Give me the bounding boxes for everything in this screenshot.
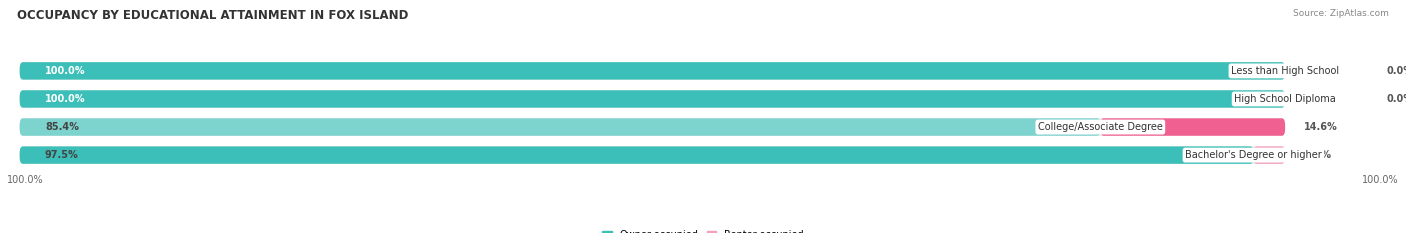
FancyBboxPatch shape — [20, 90, 1285, 108]
FancyBboxPatch shape — [20, 146, 1254, 164]
FancyBboxPatch shape — [20, 62, 1285, 80]
Text: Source: ZipAtlas.com: Source: ZipAtlas.com — [1294, 9, 1389, 18]
Text: 97.5%: 97.5% — [45, 150, 79, 160]
Text: College/Associate Degree: College/Associate Degree — [1038, 122, 1163, 132]
Text: OCCUPANCY BY EDUCATIONAL ATTAINMENT IN FOX ISLAND: OCCUPANCY BY EDUCATIONAL ATTAINMENT IN F… — [17, 9, 408, 22]
Text: 0.0%: 0.0% — [1386, 66, 1406, 76]
FancyBboxPatch shape — [20, 62, 1285, 80]
Text: Bachelor's Degree or higher: Bachelor's Degree or higher — [1185, 150, 1322, 160]
Text: 100.0%: 100.0% — [1362, 175, 1399, 185]
FancyBboxPatch shape — [20, 90, 1285, 108]
Text: 100.0%: 100.0% — [7, 175, 44, 185]
Text: High School Diploma: High School Diploma — [1234, 94, 1336, 104]
Text: 2.5%: 2.5% — [1305, 150, 1331, 160]
Text: 85.4%: 85.4% — [45, 122, 79, 132]
FancyBboxPatch shape — [20, 146, 1285, 164]
FancyBboxPatch shape — [1254, 146, 1285, 164]
FancyBboxPatch shape — [20, 118, 1101, 136]
Legend: Owner-occupied, Renter-occupied: Owner-occupied, Renter-occupied — [599, 226, 807, 233]
Text: 0.0%: 0.0% — [1386, 94, 1406, 104]
Text: Less than High School: Less than High School — [1232, 66, 1339, 76]
FancyBboxPatch shape — [1101, 118, 1285, 136]
Text: 14.6%: 14.6% — [1305, 122, 1339, 132]
FancyBboxPatch shape — [20, 118, 1285, 136]
Text: 100.0%: 100.0% — [45, 66, 86, 76]
Text: 100.0%: 100.0% — [45, 94, 86, 104]
